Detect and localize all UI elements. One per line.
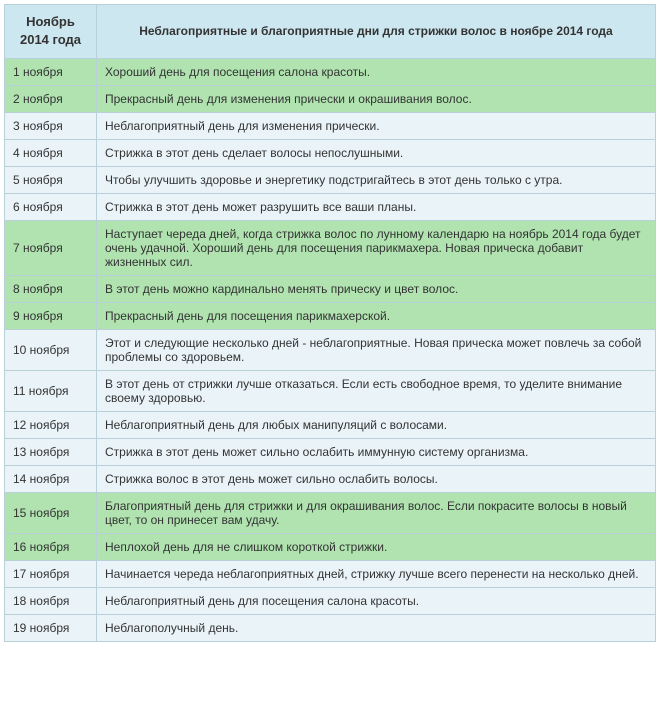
table-row: 5 ноябряЧтобы улучшить здоровье и энерге…: [5, 166, 656, 193]
desc-cell: Неблагоприятный день для любых манипуляц…: [97, 411, 656, 438]
desc-cell: Стрижка в этот день сделает волосы непос…: [97, 139, 656, 166]
desc-cell: Прекрасный день для изменения прически и…: [97, 85, 656, 112]
table-row: 14 ноябряСтрижка волос в этот день может…: [5, 465, 656, 492]
table-row: 7 ноябряНаступает череда дней, когда стр…: [5, 220, 656, 275]
date-cell: 13 ноября: [5, 438, 97, 465]
table-row: 1 ноябряХороший день для посещения салон…: [5, 58, 656, 85]
date-cell: 2 ноября: [5, 85, 97, 112]
desc-cell: В этот день можно кардинально менять при…: [97, 275, 656, 302]
date-cell: 1 ноября: [5, 58, 97, 85]
date-cell: 7 ноября: [5, 220, 97, 275]
table-row: 3 ноябряНеблагоприятный день для изменен…: [5, 112, 656, 139]
table-row: 2 ноябряПрекрасный день для изменения пр…: [5, 85, 656, 112]
date-cell: 15 ноября: [5, 492, 97, 533]
desc-cell: Хороший день для посещения салона красот…: [97, 58, 656, 85]
desc-cell: Стрижка в этот день может сильно ослабит…: [97, 438, 656, 465]
header-date: Ноябрь 2014 года: [5, 5, 97, 59]
date-cell: 14 ноября: [5, 465, 97, 492]
table-row: 15 ноябряБлагоприятный день для стрижки …: [5, 492, 656, 533]
desc-cell: Благоприятный день для стрижки и для окр…: [97, 492, 656, 533]
desc-cell: В этот день от стрижки лучше отказаться.…: [97, 370, 656, 411]
table-body: 1 ноябряХороший день для посещения салон…: [5, 58, 656, 641]
date-cell: 12 ноября: [5, 411, 97, 438]
table-row: 10 ноябряЭтот и следующие несколько дней…: [5, 329, 656, 370]
header-row: Ноябрь 2014 года Неблагоприятные и благо…: [5, 5, 656, 59]
desc-cell: Неблагополучный день.: [97, 614, 656, 641]
desc-cell: Неблагоприятный день для изменения приче…: [97, 112, 656, 139]
date-cell: 10 ноября: [5, 329, 97, 370]
desc-cell: Стрижка в этот день может разрушить все …: [97, 193, 656, 220]
table-row: 17 ноябряНачинается череда неблагоприятн…: [5, 560, 656, 587]
desc-cell: Неплохой день для не слишком короткой ст…: [97, 533, 656, 560]
table-row: 18 ноябряНеблагоприятный день для посеще…: [5, 587, 656, 614]
calendar-table: Ноябрь 2014 года Неблагоприятные и благо…: [4, 4, 656, 642]
date-cell: 4 ноября: [5, 139, 97, 166]
desc-cell: Стрижка волос в этот день может сильно о…: [97, 465, 656, 492]
desc-cell: Неблагоприятный день для посещения салон…: [97, 587, 656, 614]
header-desc: Неблагоприятные и благоприятные дни для …: [97, 5, 656, 59]
date-cell: 9 ноября: [5, 302, 97, 329]
date-cell: 17 ноября: [5, 560, 97, 587]
table-row: 19 ноябряНеблагополучный день.: [5, 614, 656, 641]
date-cell: 18 ноября: [5, 587, 97, 614]
table-row: 9 ноябряПрекрасный день для посещения па…: [5, 302, 656, 329]
table-row: 4 ноябряСтрижка в этот день сделает воло…: [5, 139, 656, 166]
date-cell: 6 ноября: [5, 193, 97, 220]
date-cell: 19 ноября: [5, 614, 97, 641]
table-row: 16 ноябряНеплохой день для не слишком ко…: [5, 533, 656, 560]
table-row: 12 ноябряНеблагоприятный день для любых …: [5, 411, 656, 438]
date-cell: 11 ноября: [5, 370, 97, 411]
date-cell: 3 ноября: [5, 112, 97, 139]
desc-cell: Прекрасный день для посещения парикмахер…: [97, 302, 656, 329]
desc-cell: Чтобы улучшить здоровье и энергетику под…: [97, 166, 656, 193]
desc-cell: Начинается череда неблагоприятных дней, …: [97, 560, 656, 587]
table-row: 8 ноябряВ этот день можно кардинально ме…: [5, 275, 656, 302]
table-row: 11 ноябряВ этот день от стрижки лучше от…: [5, 370, 656, 411]
desc-cell: Наступает череда дней, когда стрижка вол…: [97, 220, 656, 275]
desc-cell: Этот и следующие несколько дней - неблаг…: [97, 329, 656, 370]
date-cell: 5 ноября: [5, 166, 97, 193]
date-cell: 16 ноября: [5, 533, 97, 560]
table-row: 13 ноябряСтрижка в этот день может сильн…: [5, 438, 656, 465]
date-cell: 8 ноября: [5, 275, 97, 302]
table-row: 6 ноябряСтрижка в этот день может разруш…: [5, 193, 656, 220]
